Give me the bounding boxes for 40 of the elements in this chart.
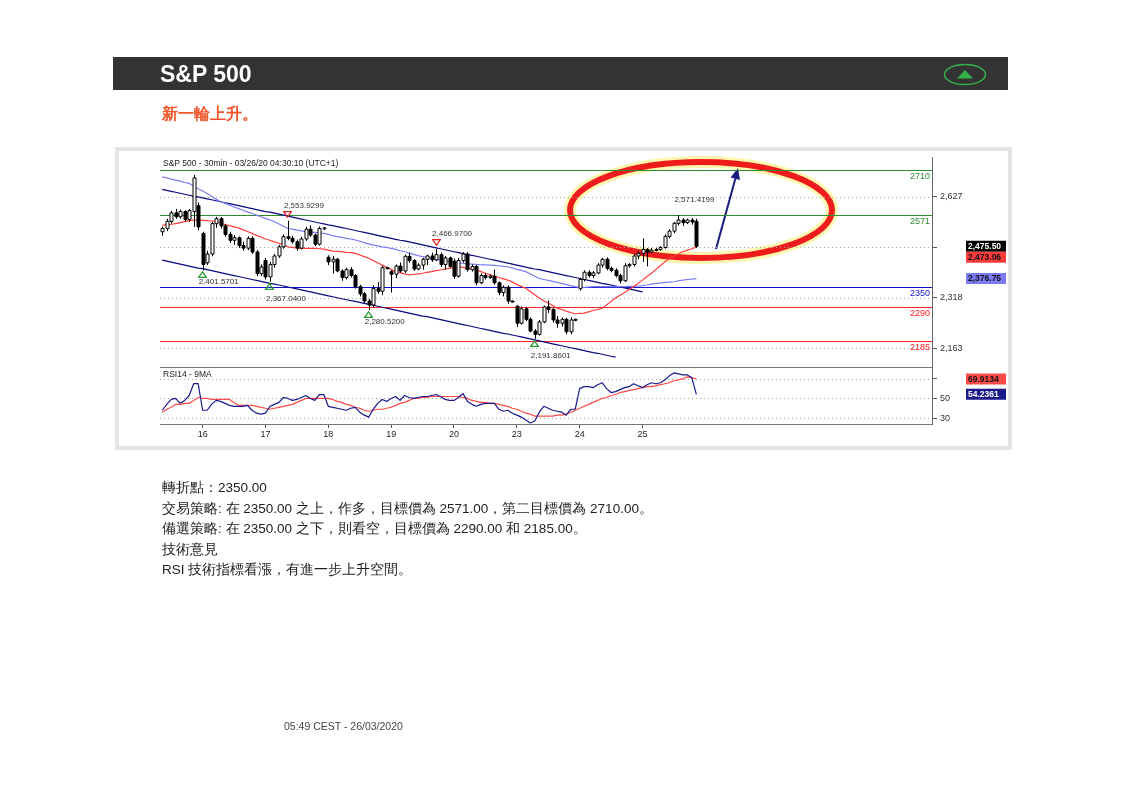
y-tick-label: 50 (940, 392, 951, 403)
x-tick-label: 17 (260, 428, 271, 439)
y-tick-label: 2,627 (940, 191, 963, 202)
chart-title: S&P 500 (160, 61, 252, 87)
text: RSI 技術指標看漲，有進一步上升空間。 (162, 561, 414, 579)
ref-line-label: 2185 (909, 342, 930, 353)
annotation: 2,571.4199 (674, 195, 715, 205)
annotation: 2,553.9299 (283, 200, 325, 210)
ref-line-label: 2350 (909, 288, 930, 299)
chart-subtitle: 新一輪上升。 (162, 104, 258, 124)
ref-line-label: 2710 (909, 171, 930, 182)
x-tick-label: 25 (637, 428, 648, 439)
annotation: 2,401.5701 (198, 277, 240, 287)
text: 05:49 CEST - 26/03/2020 (284, 719, 403, 733)
x-tick-label: 16 (197, 428, 208, 439)
annotation: 2,367.0400 (265, 293, 307, 303)
text: 2,376.75 (968, 273, 1002, 284)
x-tick-label: 20 (448, 428, 459, 439)
annotation: 2,191.8601 (530, 351, 572, 361)
text: 2,473.06 (968, 252, 1002, 263)
text: 備選策略: 在 2350.00 之下，則看空，目標價為 2290.00 和 2185.00。 (162, 520, 588, 538)
x-tick-label: 23 (511, 428, 522, 439)
annotation: 2,280.5200 (364, 316, 406, 326)
y-tick-label: 2,163 (940, 342, 963, 353)
text: 54.2361 (968, 389, 999, 400)
x-tick-label: 24 (574, 428, 585, 439)
text: 交易策略: 在 2350.00 之上，作多，目標價為 2571.00，第二目標價為 2710.00。 (162, 499, 654, 518)
y-tick-label: 30 (940, 412, 951, 423)
ref-line-label: 2571 (909, 216, 930, 227)
annotation: S&P 500 - 30min - 03/26/20 04:30:10 (UTC+1) (163, 157, 339, 168)
ref-line-label: 2290 (909, 308, 930, 319)
annotation: 2,466.9700 (432, 229, 473, 239)
x-tick-label: 19 (386, 428, 397, 439)
text: 2,475.50 (968, 241, 1002, 252)
y-tick-label: 2,318 (940, 292, 963, 303)
text: 轉折點：2350.00 (162, 479, 268, 497)
text: 69.9134 (968, 373, 999, 384)
x-tick-label: 18 (323, 428, 334, 439)
text: 技術意見 (162, 540, 219, 559)
chart-title: RSI14 - 9MA (163, 368, 212, 379)
